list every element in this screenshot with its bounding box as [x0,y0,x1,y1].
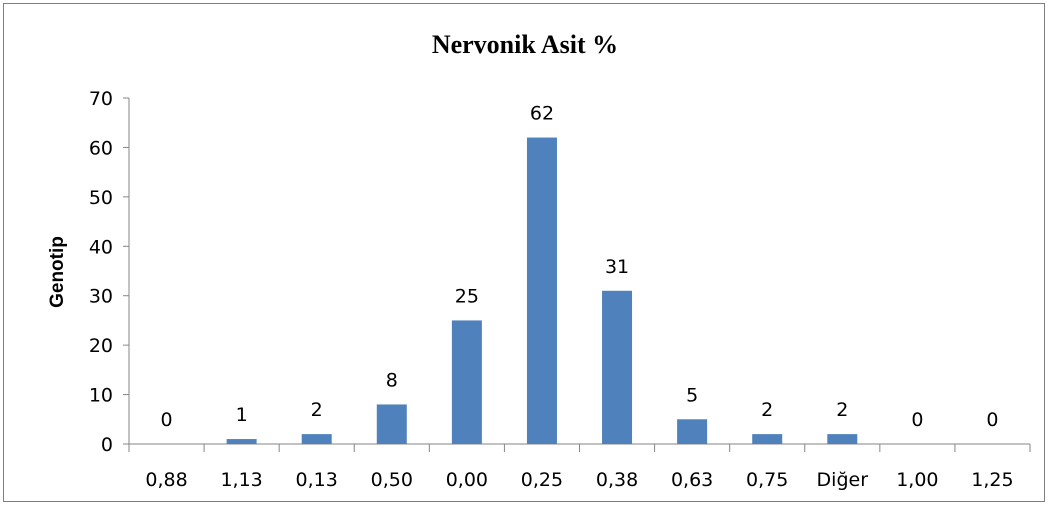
data-label: 2 [836,399,848,421]
data-label: 1 [236,404,248,426]
y-tick-label: 40 [89,236,113,258]
bar [451,320,482,444]
chart-frame [3,3,1045,502]
bar [226,439,257,444]
x-tick-label: 0,25 [521,469,563,491]
x-tick-label: 0,38 [596,469,638,491]
y-tick-label: 50 [89,187,113,209]
x-tick-label: 0,63 [671,469,713,491]
x-tick-label: 0,00 [446,469,488,491]
y-tick-label: 70 [89,88,113,110]
bar [526,137,557,445]
x-tick-label: 1,13 [220,469,262,491]
data-label: 2 [761,399,773,421]
x-tick-label: 0,50 [371,469,413,491]
y-tick-label: 30 [89,286,113,308]
data-label: 0 [160,409,172,431]
bar [677,419,708,444]
data-label: 5 [686,384,698,406]
x-tick-label: 0,75 [746,469,788,491]
chart-title: Nervonik Asit % [431,30,619,59]
bar [602,290,633,444]
x-tick-label: 1,25 [971,469,1013,491]
bar [301,434,332,444]
data-label: 25 [455,285,479,307]
data-label: 8 [386,369,398,391]
data-label: 31 [605,256,629,278]
bar [376,404,407,444]
y-tick-label: 10 [89,385,113,407]
data-label: 0 [986,409,998,431]
bar [827,434,858,444]
y-tick-label: 0 [101,434,113,456]
x-tick-label: 0,88 [145,469,187,491]
y-tick-label: 60 [89,137,113,159]
data-label: 2 [311,399,323,421]
x-tick-label: 0,13 [296,469,338,491]
x-tick-label: Diğer [817,469,869,491]
y-tick-label: 20 [89,335,113,357]
bar [752,434,783,444]
x-tick-label: 1,00 [896,469,938,491]
data-label: 62 [530,103,554,125]
data-label: 0 [911,409,923,431]
